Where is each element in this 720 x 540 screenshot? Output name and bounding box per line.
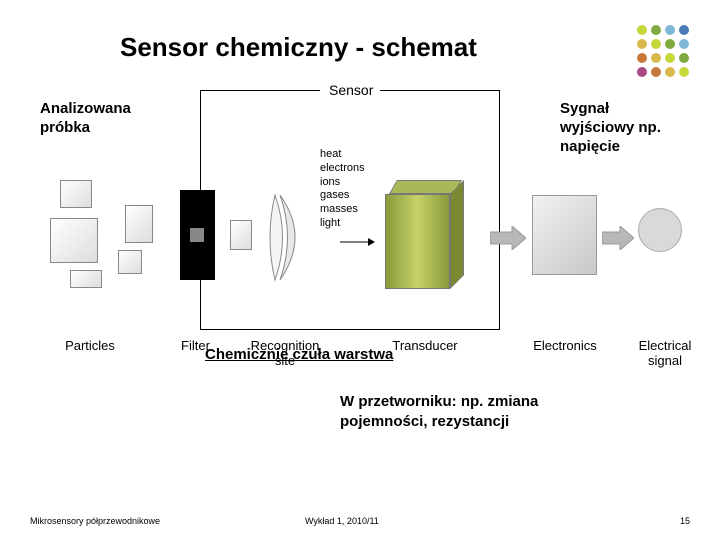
particle-box (50, 218, 98, 263)
page-title: Sensor chemiczny - schemat (120, 32, 690, 63)
filter-box (180, 190, 215, 280)
emission-item: masses (320, 203, 365, 217)
block-arrow-icon (602, 226, 634, 255)
block-arrow-icon (490, 226, 526, 255)
caption-signal: Electrical signal (630, 338, 700, 368)
sensor-label: Sensor (325, 82, 377, 98)
particle-box (60, 180, 92, 208)
footer-page-number: 15 (680, 516, 690, 526)
slide: Sensor chemiczny - schemat Analizowana p… (0, 0, 720, 540)
footer-center: Wykład 1, 2010/11 (305, 516, 379, 526)
footer-left: Mikrosensory półprzewodnikowe (30, 516, 160, 526)
recognition-lens-icon (265, 190, 315, 290)
emission-list: heat electrons ions gases masses light (320, 148, 365, 231)
electronics-block (532, 195, 597, 275)
caption-electronics: Electronics (525, 338, 605, 353)
caption-particles: Particles (55, 338, 125, 353)
transducer-note: W przetworniku: np. zmiana pojemności, r… (340, 392, 620, 431)
diagram: Sensor heat electrons ions gases masses … (40, 90, 680, 370)
emission-item: electrons (320, 162, 365, 176)
particle-box (125, 205, 153, 243)
filter-window (190, 228, 204, 242)
particle-passed (230, 220, 252, 250)
emission-item: ions (320, 176, 365, 190)
transducer-block (385, 180, 465, 290)
particle-box (118, 250, 142, 274)
chem-layer-label: Chemicznie czuła warstwa (205, 346, 405, 363)
logo-dots-icon (630, 18, 690, 83)
emission-item: gases (320, 189, 365, 203)
arrow-icon (340, 235, 375, 253)
emission-item: light (320, 217, 365, 231)
signal-circle (638, 208, 682, 252)
emission-item: heat (320, 148, 365, 162)
particle-box (70, 270, 102, 288)
